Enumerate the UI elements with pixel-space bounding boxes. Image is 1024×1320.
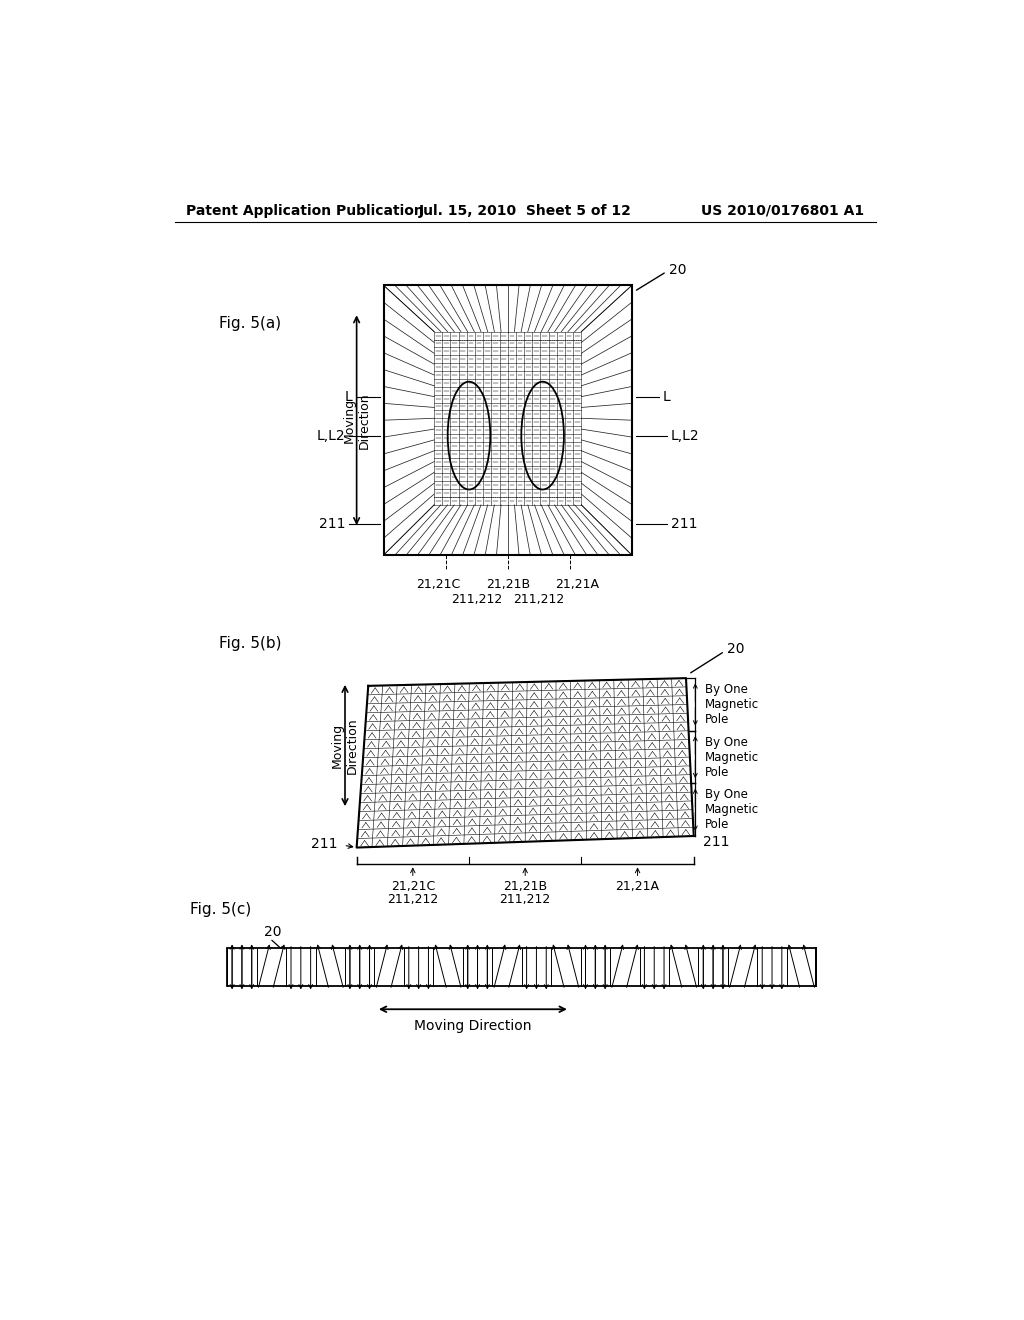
- Text: US 2010/0176801 A1: US 2010/0176801 A1: [701, 203, 864, 218]
- Text: Moving
Direction: Moving Direction: [331, 717, 359, 774]
- Text: 20: 20: [727, 642, 744, 656]
- Text: 21,21B: 21,21B: [485, 578, 529, 591]
- Bar: [384, 285, 632, 554]
- Text: 211,212: 211,212: [387, 894, 438, 907]
- Text: 211: 211: [318, 517, 345, 531]
- Text: L,L2: L,L2: [316, 429, 345, 442]
- Text: Jul. 15, 2010  Sheet 5 of 12: Jul. 15, 2010 Sheet 5 of 12: [419, 203, 631, 218]
- Text: 21,21C: 21,21C: [416, 578, 460, 591]
- Text: 20: 20: [263, 925, 282, 940]
- Text: Patent Application Publication: Patent Application Publication: [186, 203, 424, 218]
- Text: 211,212: 211,212: [513, 593, 564, 606]
- Text: Fig. 5(a): Fig. 5(a): [219, 317, 282, 331]
- Text: Moving
Direction: Moving Direction: [343, 392, 371, 449]
- Text: By One
Magnetic
Pole: By One Magnetic Pole: [706, 682, 760, 726]
- Text: 211: 211: [703, 836, 729, 849]
- Text: Moving Direction: Moving Direction: [414, 1019, 531, 1034]
- Text: By One
Magnetic
Pole: By One Magnetic Pole: [706, 788, 760, 832]
- Text: L,L2: L,L2: [671, 429, 699, 442]
- Text: L: L: [663, 391, 671, 404]
- Text: 21,21B: 21,21B: [503, 879, 547, 892]
- Text: 21,21C: 21,21C: [391, 879, 435, 892]
- Text: 20: 20: [669, 263, 686, 277]
- Text: 21,21A: 21,21A: [615, 879, 659, 892]
- Text: 211,212: 211,212: [500, 894, 551, 907]
- Bar: [227, 948, 816, 986]
- Text: By One
Magnetic
Pole: By One Magnetic Pole: [706, 735, 760, 779]
- Text: L: L: [345, 391, 352, 404]
- Text: 21,21A: 21,21A: [555, 578, 599, 591]
- Text: Fig. 5(b): Fig. 5(b): [219, 636, 282, 651]
- Text: 211: 211: [310, 837, 337, 850]
- Text: Fig. 5(c): Fig. 5(c): [190, 902, 251, 916]
- Text: 211,212: 211,212: [452, 593, 503, 606]
- Polygon shape: [356, 678, 693, 847]
- Text: 211: 211: [671, 517, 697, 531]
